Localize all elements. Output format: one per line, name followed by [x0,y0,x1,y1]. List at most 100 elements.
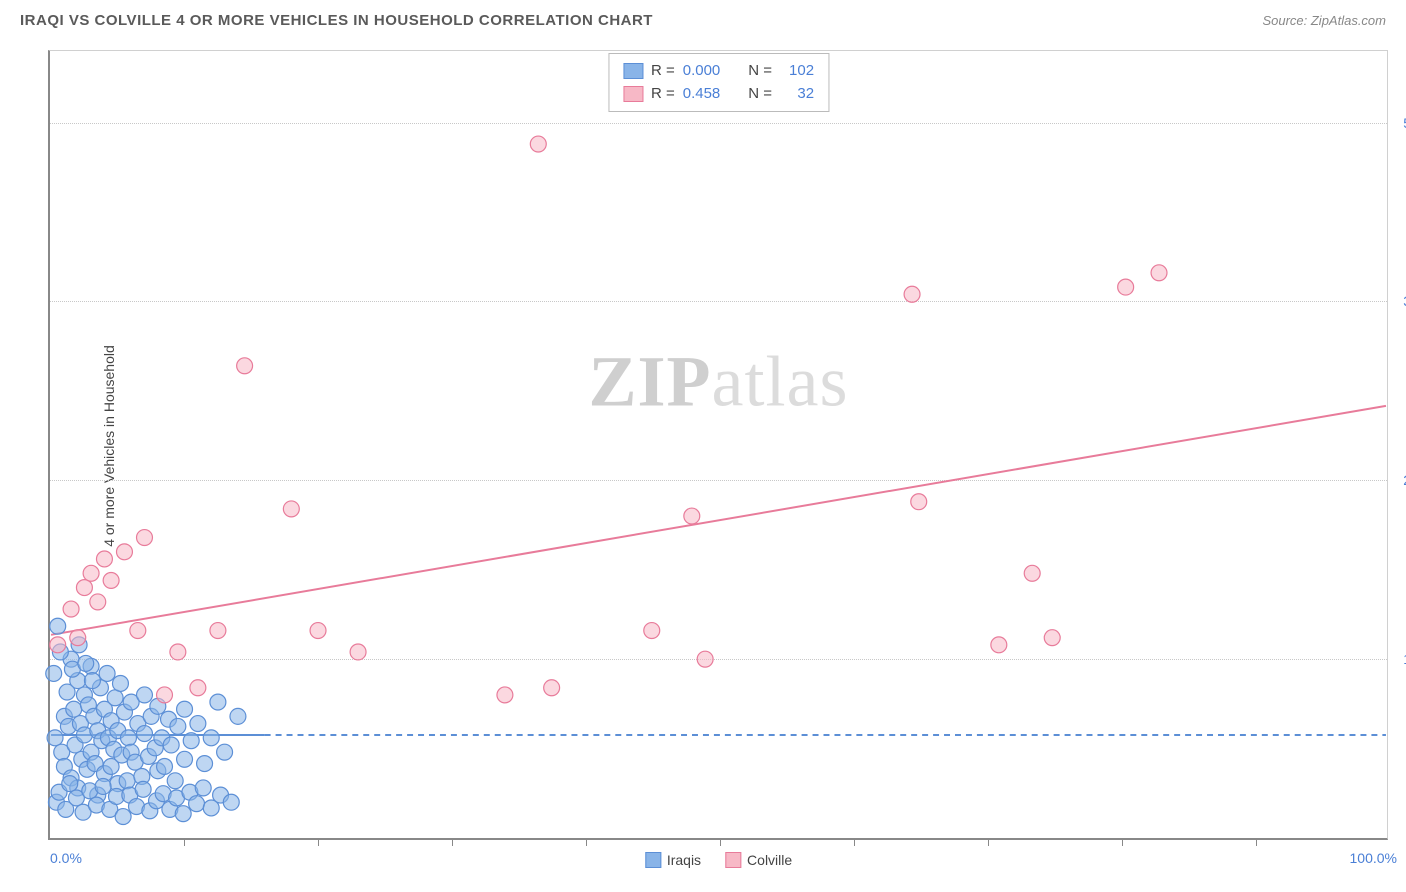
data-point [90,594,106,610]
stats-row: R = 0.000 N = 102 [623,60,814,83]
x-axis-min-label: 0.0% [50,850,82,866]
series-legend: Iraqis Colville [645,852,792,868]
data-point [70,630,86,646]
data-point [157,758,173,774]
chart-title: IRAQI VS COLVILLE 4 OR MORE VEHICLES IN … [20,12,653,29]
x-tick [452,838,453,846]
r-label: R = [651,60,675,83]
data-point [170,718,186,734]
data-point [130,623,146,639]
legend-item: Iraqis [645,852,701,868]
x-tick [318,838,319,846]
data-point [95,779,111,795]
data-point [195,780,211,796]
data-point [137,726,153,742]
r-value: 0.458 [683,83,721,106]
data-point [119,773,135,789]
data-point [530,136,546,152]
data-point [50,637,66,653]
data-point [190,680,206,696]
data-point [310,623,326,639]
x-tick [1256,838,1257,846]
data-point [135,781,151,797]
data-point [115,809,131,825]
source-name: ZipAtlas.com [1311,13,1386,28]
legend-label: Colville [747,852,792,868]
data-point [684,508,700,524]
data-point [237,358,253,374]
x-tick [586,838,587,846]
data-point [107,690,123,706]
data-point [230,708,246,724]
data-point [544,680,560,696]
data-point [697,651,713,667]
n-value: 32 [780,83,814,106]
data-point [170,644,186,660]
data-point [203,730,219,746]
data-point [137,687,153,703]
data-point [62,776,78,792]
data-point [78,655,94,671]
data-point [283,501,299,517]
data-point [991,637,1007,653]
data-point [167,773,183,789]
chart-header: IRAQI VS COLVILLE 4 OR MORE VEHICLES IN … [0,0,1406,37]
legend-swatch [725,852,741,868]
r-label: R = [651,83,675,106]
data-point [76,580,92,596]
data-point [177,751,193,767]
data-point [112,675,128,691]
data-point [96,551,112,567]
data-point [210,623,226,639]
data-point [83,565,99,581]
data-point [189,796,205,812]
data-point [177,701,193,717]
data-point [644,623,660,639]
data-point [63,601,79,617]
data-point [217,744,233,760]
legend-swatch [645,852,661,868]
n-label: N = [748,83,772,106]
data-point [157,687,173,703]
data-point [497,687,513,703]
n-label: N = [748,60,772,83]
data-point [103,572,119,588]
data-point [175,806,191,822]
data-point [904,286,920,302]
data-point [183,733,199,749]
n-value: 102 [780,60,814,83]
data-point [350,644,366,660]
data-point [223,794,239,810]
data-point [46,665,62,681]
source-prefix: Source: [1262,13,1310,28]
data-point [1118,279,1134,295]
data-point [66,701,82,717]
data-point [50,618,66,634]
stats-row: R = 0.458 N = 32 [623,83,814,106]
data-point [197,756,213,772]
x-tick [854,838,855,846]
chart-plot-area: ZIPatlas 12.5%25.0%37.5%50.0% 0.0% 100.0… [48,50,1388,840]
data-point [190,716,206,732]
x-tick [720,838,721,846]
x-axis-max-label: 100.0% [1350,850,1397,866]
legend-swatch [623,86,643,102]
trend-line [51,406,1386,635]
data-point [911,494,927,510]
x-tick [1122,838,1123,846]
data-point [120,730,136,746]
data-point [116,544,132,560]
x-tick [184,838,185,846]
x-tick [988,838,989,846]
correlation-stats-box: R = 0.000 N = 102 R = 0.458 N = 32 [608,53,829,112]
legend-swatch [623,63,643,79]
data-point [137,530,153,546]
data-point [1151,265,1167,281]
legend-label: Iraqis [667,852,701,868]
legend-item: Colville [725,852,792,868]
r-value: 0.000 [683,60,721,83]
data-point [1044,630,1060,646]
data-point [47,730,63,746]
scatter-plot-svg [50,51,1387,838]
source-attribution: Source: ZipAtlas.com [1262,13,1386,28]
